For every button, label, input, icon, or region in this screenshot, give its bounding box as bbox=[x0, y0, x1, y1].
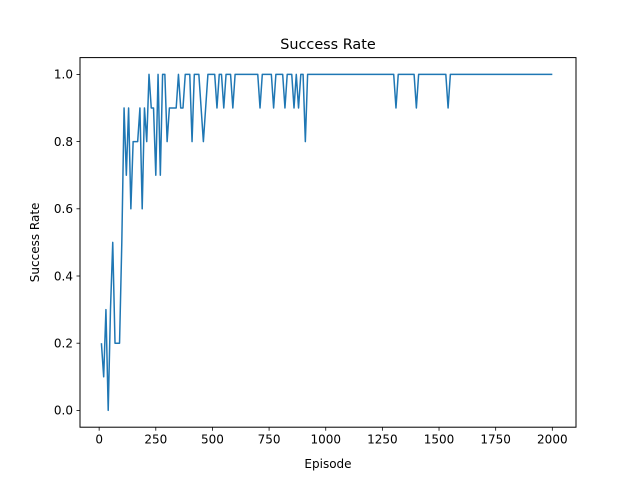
y-axis-label: Success Rate bbox=[28, 203, 42, 283]
y-tick-label: 0.8 bbox=[54, 135, 73, 149]
series-line-0 bbox=[100, 73, 553, 412]
x-tick-label: 250 bbox=[144, 433, 167, 447]
y-axis-ticks: 0.0 0.2 0.4 0.6 0.8 1.0 bbox=[54, 68, 80, 418]
y-tick-label: 0.6 bbox=[54, 202, 73, 216]
x-tick-label: 0 bbox=[95, 433, 103, 447]
x-axis-label: Episode bbox=[304, 457, 351, 471]
x-tick-label: 1500 bbox=[424, 433, 455, 447]
y-tick-label: 0.4 bbox=[54, 269, 73, 283]
x-tick-label: 1000 bbox=[310, 433, 341, 447]
chart-title: Success Rate bbox=[280, 37, 376, 53]
series-layer bbox=[100, 73, 553, 412]
x-tick-label: 750 bbox=[258, 433, 281, 447]
x-tick-label: 1750 bbox=[480, 433, 511, 447]
y-tick-label: 1.0 bbox=[54, 68, 73, 82]
y-tick-label: 0.2 bbox=[54, 337, 73, 351]
x-tick-label: 500 bbox=[201, 433, 224, 447]
x-axis-ticks: 0 250 500 750 1000 1250 1500 1750 2000 bbox=[95, 427, 568, 447]
plot-area-frame bbox=[79, 57, 577, 428]
y-tick-label: 0.0 bbox=[54, 404, 73, 418]
x-tick-label: 1250 bbox=[367, 433, 398, 447]
x-tick-label: 2000 bbox=[537, 433, 568, 447]
